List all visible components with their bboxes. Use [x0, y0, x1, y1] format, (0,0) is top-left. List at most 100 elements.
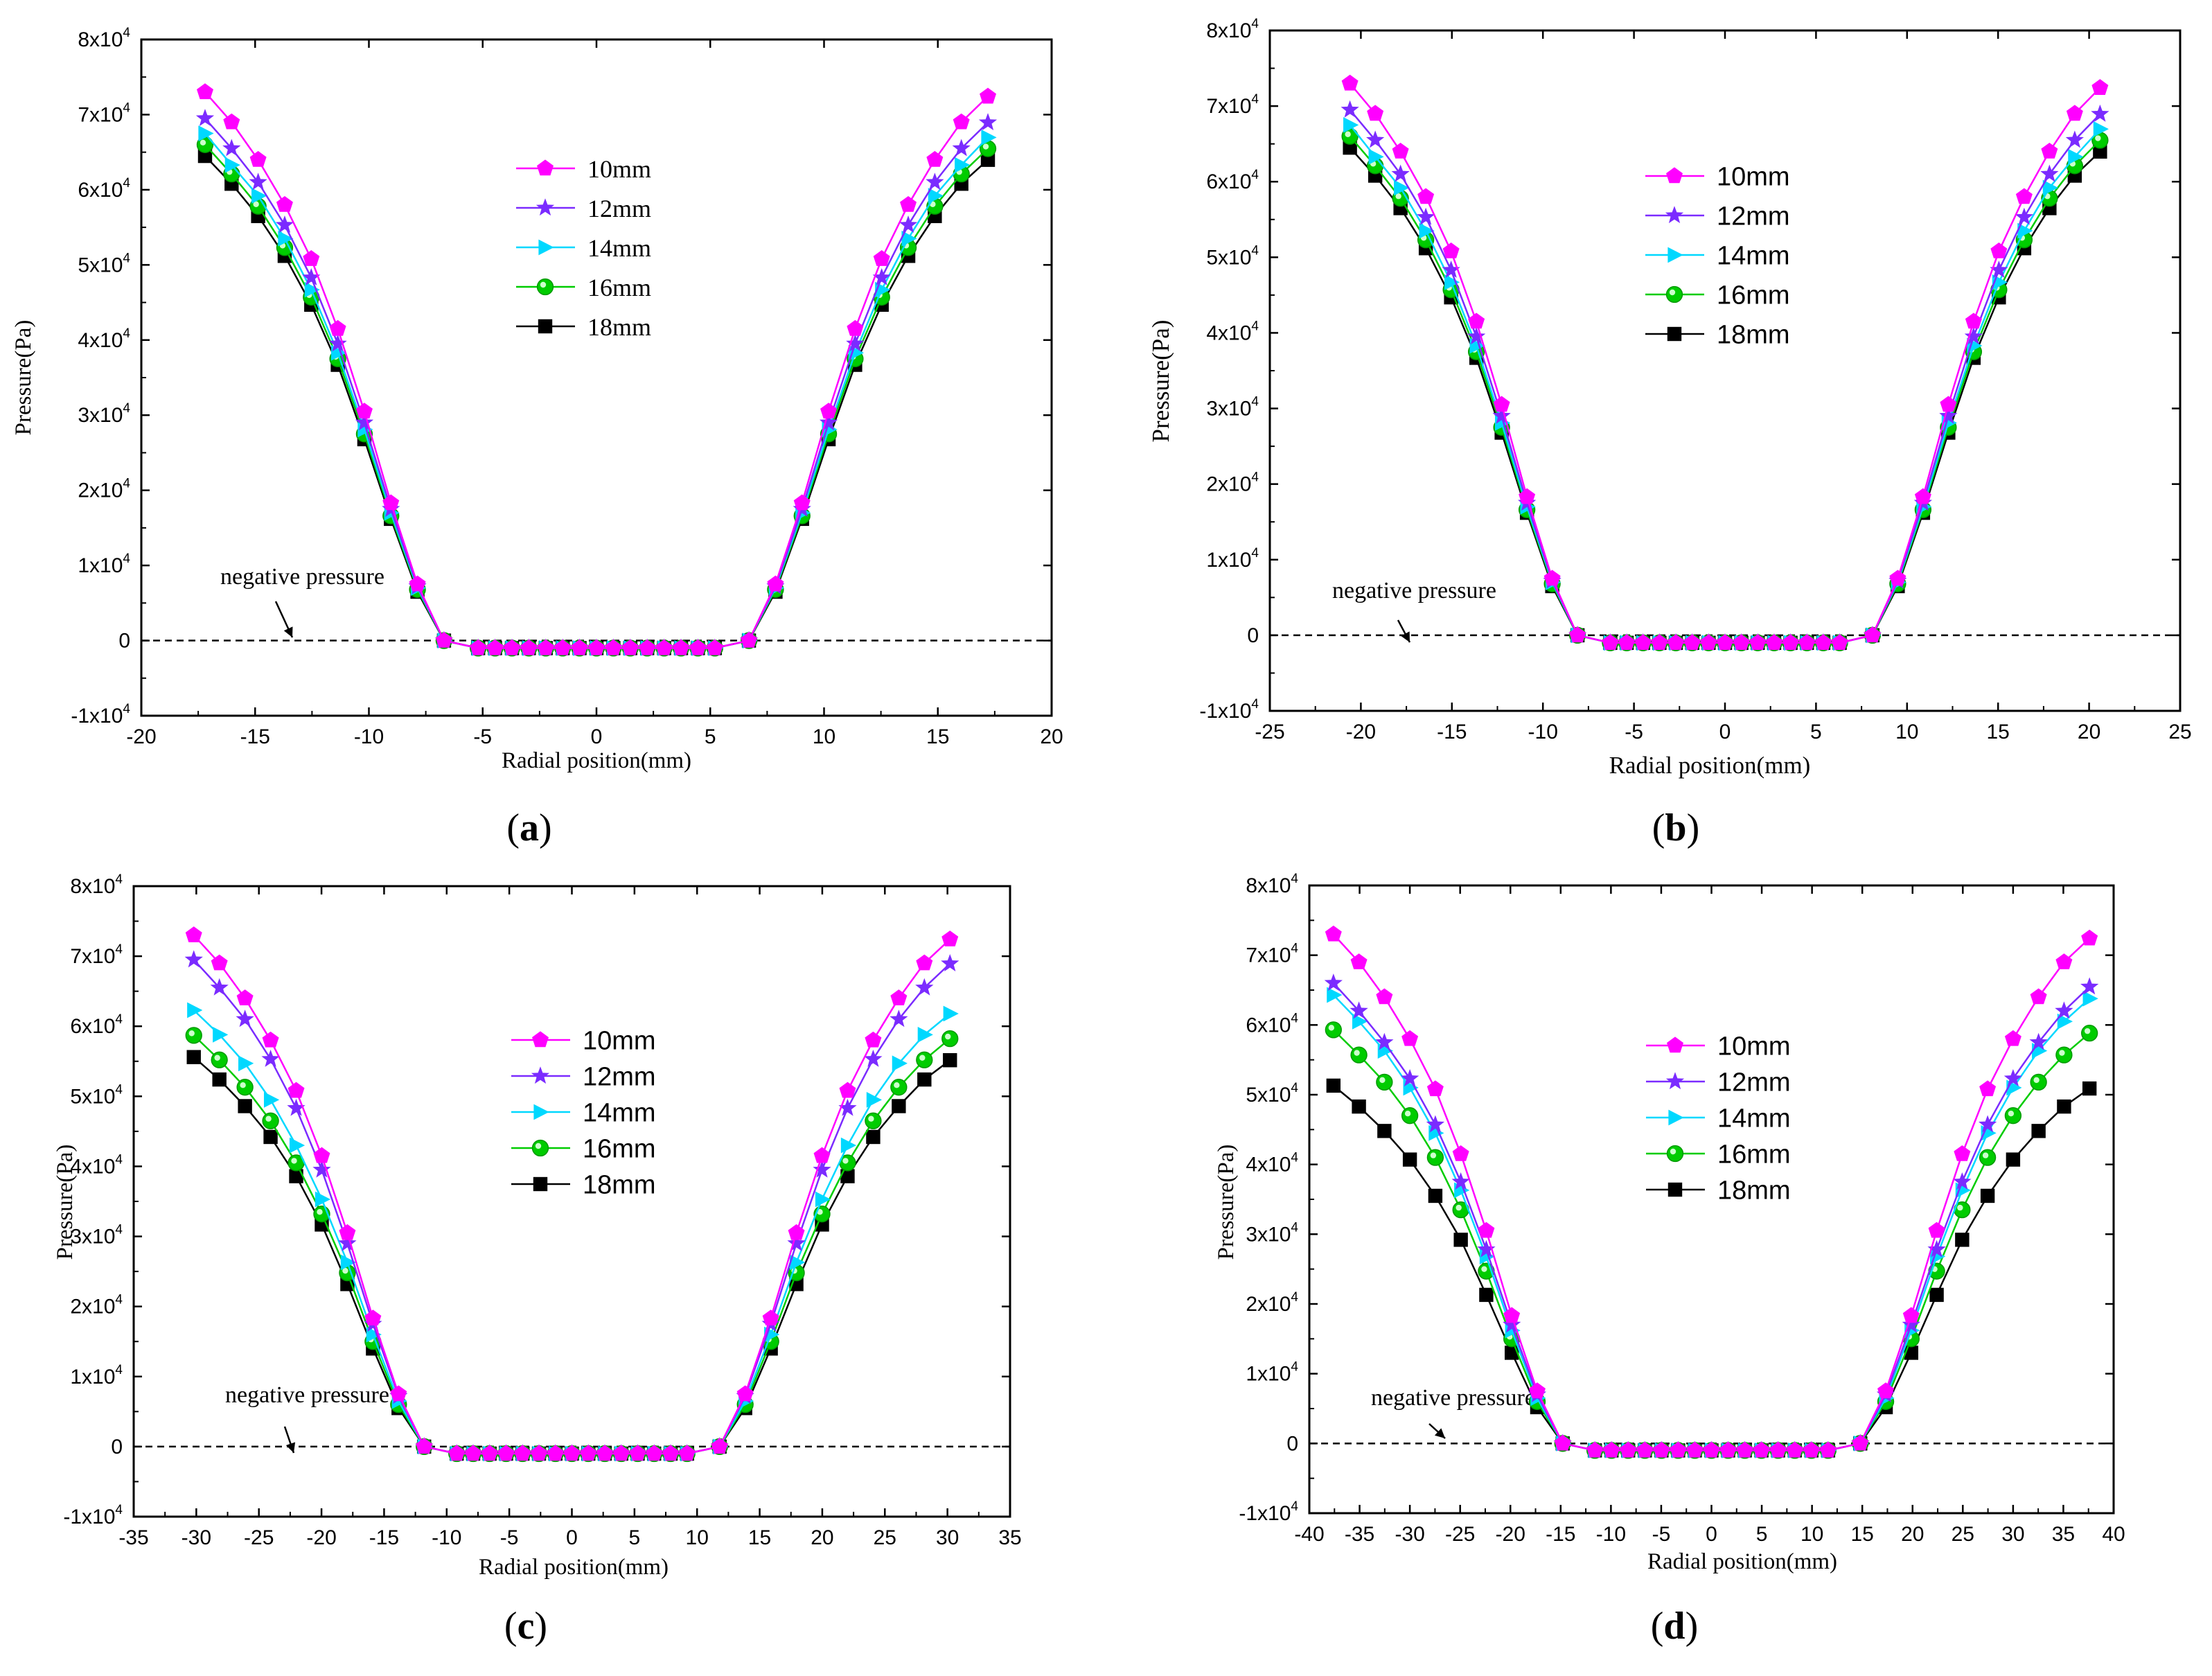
x-tick-label: 15 [1987, 721, 2010, 743]
y-tick-label-base: 1x10 [78, 554, 123, 577]
data-point-10mm [2066, 105, 2083, 121]
y-tick-label-exponent: 4 [123, 176, 130, 191]
y-tick-label: -1x104 [1199, 697, 1259, 723]
legend-label-18mm: 18mm [583, 1171, 656, 1200]
data-point-10mm [1736, 1441, 1753, 1458]
data-point-16mm-body [1376, 1073, 1393, 1091]
data-point-10mm [1769, 1441, 1787, 1458]
data-point-14mm [1327, 987, 1343, 1003]
y-tick-label: 2x104 [78, 477, 130, 502]
chart-panel-c: -35 -30 -25 -20 -15 -10 -5 0 5 10 15 20 25 30 35-1x104… [53, 872, 1022, 1648]
data-point-10mm [1341, 74, 1359, 91]
data-point-18mm [1352, 1099, 1366, 1114]
data-point-10mm [1940, 396, 1957, 412]
data-point-12mm [1467, 327, 1486, 345]
y-tick-label-base: 6x10 [70, 1015, 115, 1038]
y-tick-label: 4x104 [70, 1152, 123, 1178]
data-point-10mm [1700, 634, 1717, 650]
data-point-10mm [916, 954, 933, 971]
data-point-18mm [892, 1099, 906, 1113]
data-point-10mm [339, 1224, 356, 1240]
data-point-14mm [1368, 148, 1384, 165]
y-tick-label: 7x104 [70, 942, 123, 968]
data-point-10mm [689, 639, 707, 655]
y-tick-label: 8x104 [1206, 17, 1259, 42]
data-point-12mm [1978, 1115, 1997, 1133]
data-point-10mm [1798, 634, 1816, 650]
data-point-12mm [2015, 207, 2033, 225]
y-tick-label-exponent: 4 [123, 552, 130, 566]
y-tick-label-exponent: 4 [1251, 697, 1259, 712]
data-point-14mm [1419, 222, 1435, 239]
legend-marker-12mm [536, 198, 555, 216]
data-point-14mm [901, 230, 917, 247]
data-point-14mm [917, 1026, 933, 1043]
data-point-14mm [1444, 274, 1460, 290]
data-point-14mm [263, 1091, 280, 1108]
y-tick-label-base: 4x10 [78, 329, 123, 352]
data-point-12mm [2080, 977, 2099, 995]
data-point-10mm [1753, 1441, 1770, 1458]
data-point-16mm-highlight [240, 1082, 246, 1088]
data-point-10mm [980, 87, 997, 104]
legend-marker-14mm [1668, 1109, 1684, 1126]
data-point-10mm [793, 494, 811, 511]
data-point-12mm [2029, 1032, 2048, 1050]
y-tick-label: 6x104 [1206, 168, 1259, 193]
x-tick-label: 10 [813, 725, 835, 748]
series-line-10mm [193, 934, 951, 1455]
data-point-10mm [537, 639, 554, 655]
data-point-10mm [813, 1147, 831, 1163]
legend: 10mm 12mm 14mm 16mm 18mm [516, 155, 651, 341]
panel-label-part: ) [1687, 806, 1700, 849]
legend-label-14mm: 14mm [1717, 242, 1790, 271]
data-point-10mm [1819, 1441, 1837, 1458]
data-point-16mm-highlight [291, 1158, 297, 1164]
data-point-18mm [1479, 1287, 1494, 1303]
data-point-10mm [1636, 1441, 1654, 1458]
x-tick-label: 0 [566, 1526, 578, 1549]
data-point-10mm [1979, 1080, 1997, 1097]
data-point-18mm [1428, 1188, 1443, 1203]
x-tick-label: 5 [629, 1526, 641, 1549]
y-tick-label-exponent: 4 [115, 1293, 123, 1307]
y-tick-label: 6x104 [1246, 1011, 1298, 1037]
y-tick-label-exponent: 4 [1291, 942, 1298, 956]
data-point-10mm [571, 639, 588, 655]
data-point-10mm [481, 1445, 498, 1461]
legend: 10mm 12mm 14mm 16mm 18mm [1645, 163, 1790, 350]
y-tick-label-exponent: 4 [115, 1223, 123, 1237]
data-point-10mm [1401, 1030, 1419, 1046]
series-line-10mm [1332, 933, 2091, 1452]
data-point-16mm-body [236, 1079, 254, 1096]
data-point-10mm [1914, 488, 1931, 504]
data-point-14mm [238, 1055, 254, 1072]
data-point-10mm [1325, 925, 1342, 942]
legend-label-14mm: 14mm [583, 1099, 656, 1128]
data-point-14mm [187, 1002, 203, 1018]
legend-marker-10mm [1667, 1037, 1683, 1053]
y-tick-label-base: 4x10 [1206, 321, 1251, 344]
data-point-14mm [251, 188, 267, 204]
data-point-10mm [531, 1445, 547, 1461]
y-tick-label-base: 5x10 [78, 254, 123, 276]
data-point-10mm [1814, 634, 1832, 650]
x-tick-label: -40 [1294, 1523, 1324, 1546]
panel-label: (d) [1651, 1605, 1698, 1648]
data-point-10mm [1620, 1441, 1637, 1458]
y-tick-label: 6x104 [70, 1012, 123, 1038]
x-tick-label: 20 [1040, 725, 1063, 748]
y-tick-label-exponent: 4 [1291, 1081, 1298, 1095]
panel-label-part: a [520, 806, 539, 849]
data-point-16mm-highlight [919, 1055, 926, 1061]
x-tick-label: 0 [1706, 1523, 1717, 1546]
y-tick-label-base: 5x10 [1206, 246, 1251, 269]
data-point-16mm [2055, 1046, 2073, 1064]
data-point-10mm [416, 1438, 433, 1454]
x-tick-label: -25 [244, 1526, 274, 1549]
data-point-10mm [1392, 142, 1409, 159]
y-tick-label: 7x104 [1206, 92, 1259, 118]
series-14mm [1343, 116, 2109, 651]
y-tick-label: 5x104 [78, 251, 130, 276]
x-tick-label: -15 [369, 1526, 399, 1549]
